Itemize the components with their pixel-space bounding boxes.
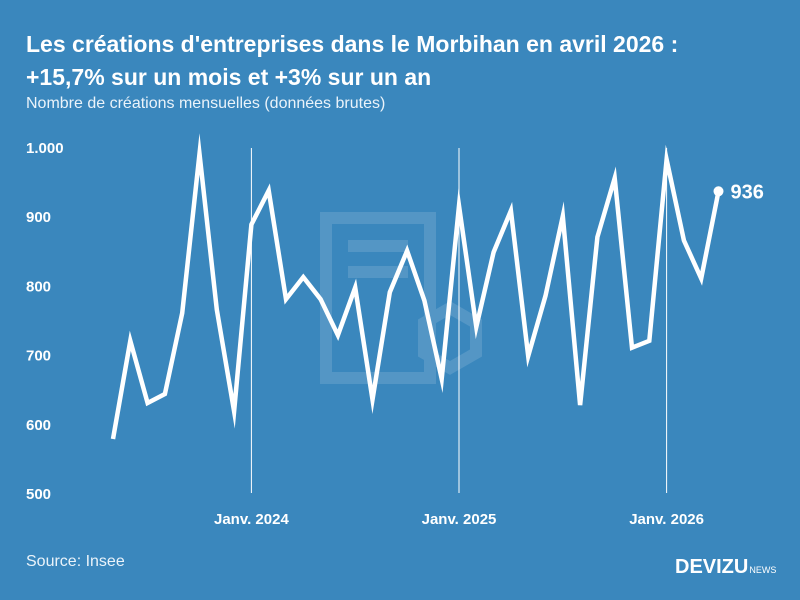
y-tick-label: 600 — [26, 417, 51, 434]
y-axis: 500 600 700 800 900 1.000 — [26, 140, 64, 503]
title-line-2: +15,7% sur un mois et +3% sur un an — [26, 64, 432, 90]
series-line — [110, 133, 721, 440]
series-layer: 936 — [110, 133, 764, 440]
y-tick-label: 700 — [26, 348, 51, 365]
source-note: Source: Insee — [26, 553, 125, 570]
y-tick-label: 1.000 — [26, 140, 64, 157]
x-tick-label: Janv. 2024 — [214, 511, 289, 528]
chart-subtitle: Nombre de créations mensuelles (données … — [26, 95, 386, 112]
brand-logo: DEVIZUNEWS — [675, 556, 776, 579]
brand-name: DEVIZU — [675, 556, 749, 578]
x-axis: Janv. 2024 Janv. 2025 Janv. 2026 — [214, 511, 704, 528]
title-line-1: Les créations d'entreprises dans le Morb… — [26, 31, 679, 57]
end-point-marker — [713, 186, 724, 197]
chart-title: Les créations d'entreprises dans le Morb… — [26, 28, 786, 94]
brand-subtext: NEWS — [749, 565, 777, 575]
x-tick-label: Janv. 2025 — [422, 511, 497, 528]
y-tick-label: 800 — [26, 278, 51, 295]
y-tick-label: 500 — [26, 486, 51, 503]
x-tick-label: Janv. 2026 — [629, 511, 704, 528]
y-tick-label: 900 — [26, 209, 51, 226]
end-value-label: 936 — [731, 181, 764, 203]
